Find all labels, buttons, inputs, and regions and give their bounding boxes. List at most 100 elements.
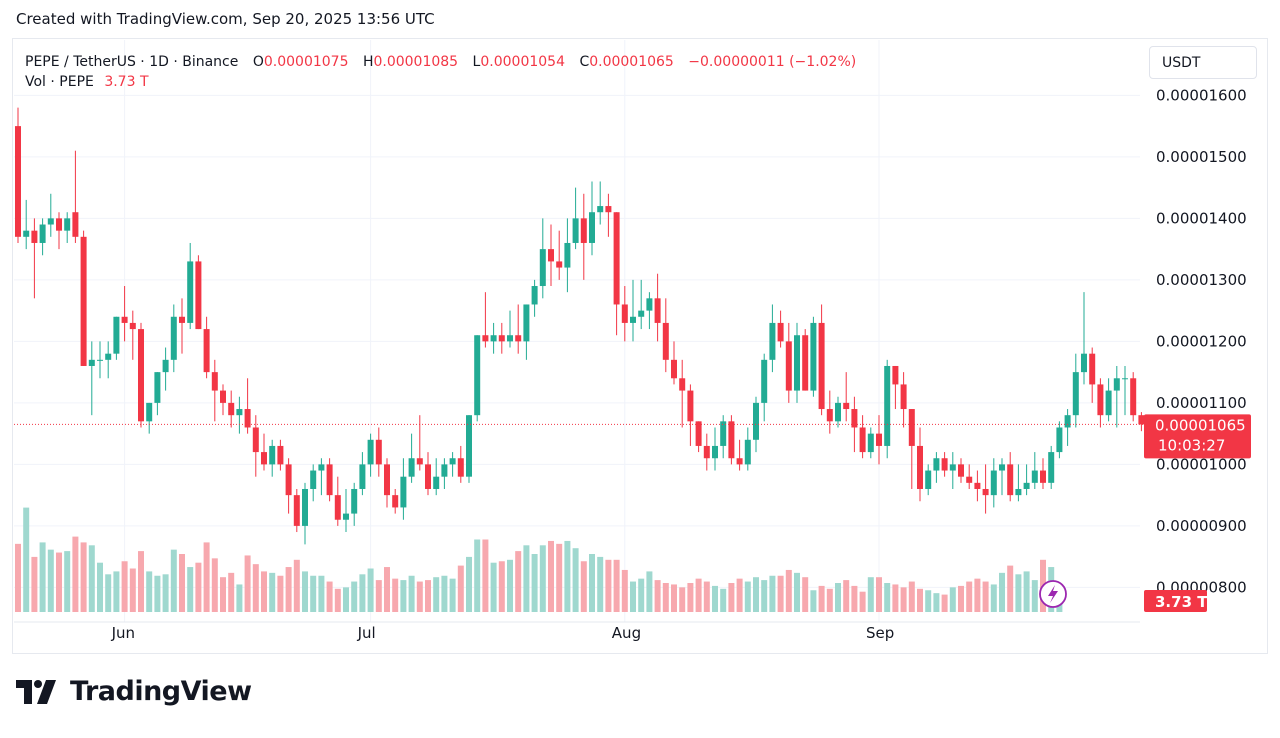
candle-body (982, 488, 989, 496)
candle-body (310, 470, 317, 489)
volume-bar (859, 591, 866, 612)
candle-body (933, 458, 940, 471)
candle (343, 488, 349, 533)
volume-bar (523, 545, 530, 612)
candle (876, 415, 882, 465)
candle-body (1072, 372, 1079, 416)
candle (416, 415, 423, 471)
volume-bar (302, 571, 308, 612)
candle-body (974, 482, 981, 489)
candle-body (392, 495, 399, 508)
lightning-button[interactable] (1039, 580, 1067, 608)
candle (818, 304, 825, 416)
candle-body (876, 433, 882, 446)
candle (646, 292, 653, 330)
candle-body (531, 286, 538, 305)
volume-bar (949, 587, 956, 612)
candle-body (31, 230, 38, 243)
price-axis: 0.000008000.000009000.000010000.00001100… (1156, 86, 1247, 596)
candle (671, 341, 677, 385)
candle-body (966, 476, 973, 483)
candle-body (220, 390, 226, 403)
volume-bar (876, 577, 882, 612)
volume-bar (47, 549, 54, 612)
volume-bar (15, 543, 21, 612)
candle-body (56, 218, 62, 231)
candle-body (1048, 452, 1055, 483)
volume-bar (457, 565, 464, 612)
candle (179, 298, 185, 354)
candle-body (736, 458, 743, 465)
candle-body (121, 316, 128, 323)
volume-bar (1015, 574, 1022, 612)
candle (97, 341, 103, 379)
candle (146, 402, 153, 434)
candle (195, 255, 202, 330)
candle (1023, 464, 1030, 496)
candle-body (605, 206, 612, 213)
currency-button[interactable]: USDT (1149, 46, 1257, 79)
price-tick-label: 0.00001200 (1156, 332, 1247, 350)
candle-body (162, 359, 169, 373)
volume-bar (367, 568, 374, 612)
volume-bar (941, 594, 948, 612)
candle (630, 279, 636, 342)
candle-body (687, 390, 694, 422)
candle-body (564, 242, 571, 268)
time-tick-label: Aug (612, 624, 641, 642)
candle (958, 458, 964, 483)
volume-bar (515, 551, 522, 612)
candle-body (39, 224, 46, 243)
candle (1015, 464, 1022, 502)
candle (490, 322, 497, 354)
candle (695, 421, 702, 453)
volume-bar (679, 587, 686, 612)
candle (802, 329, 809, 391)
volume-bar (498, 561, 505, 612)
candle-body (744, 439, 751, 465)
candle (187, 242, 194, 330)
volume-bar (170, 549, 177, 612)
candle (662, 298, 669, 373)
tradingview-brand[interactable]: TradingView (16, 676, 252, 707)
volume-bar (826, 588, 833, 612)
candle-body (375, 439, 382, 465)
volume-bar (220, 577, 226, 612)
candle (966, 464, 973, 489)
lightning-icon (1048, 585, 1058, 603)
candle-body (712, 445, 718, 459)
candle-body (1064, 415, 1071, 428)
volume-bar (736, 578, 743, 612)
candle-body (146, 402, 153, 422)
volume-bar (884, 583, 891, 612)
candle (433, 458, 440, 496)
candle (720, 415, 727, 459)
candle-body (646, 298, 653, 311)
chart-frame[interactable] (12, 38, 1268, 654)
candle (39, 218, 46, 256)
candle (703, 433, 710, 471)
candle-body (720, 421, 727, 446)
candle (228, 390, 235, 428)
volume-bar (252, 564, 259, 612)
open-key: O (252, 54, 264, 70)
volume-bar (646, 571, 653, 612)
candle-body (105, 353, 112, 360)
candle (318, 458, 325, 496)
volume-label[interactable]: Vol · PEPE (25, 74, 94, 90)
candle-body (113, 316, 120, 354)
volume-bar (785, 569, 792, 612)
candle-body (1138, 415, 1145, 425)
candle-body (580, 218, 587, 243)
candle (457, 445, 464, 483)
candle-body (252, 427, 259, 453)
candle (359, 452, 366, 496)
candle (203, 316, 210, 379)
volume-bar (662, 583, 669, 612)
candle (1122, 365, 1128, 416)
candle-body (941, 458, 948, 471)
volume-bar (269, 572, 276, 612)
symbol-title[interactable]: PEPE / TetherUS · 1D · Binance (25, 54, 239, 70)
volume-bar (129, 568, 136, 612)
